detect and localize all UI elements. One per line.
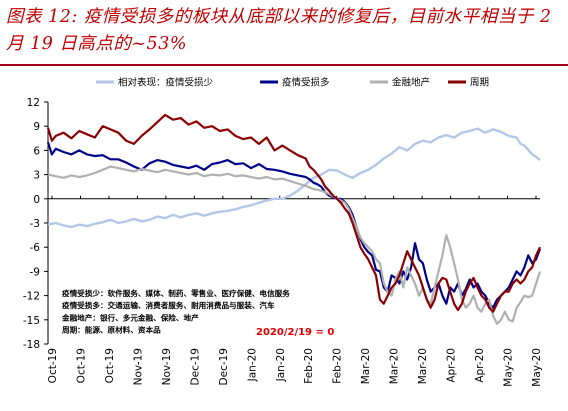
y-tick-label: 12	[27, 97, 40, 109]
series-line	[46, 141, 542, 309]
x-tick-label: Mar-20	[389, 348, 401, 384]
sector-note: 金融地产：银行、多元金融、保险、地产	[61, 312, 199, 322]
y-tick-label: -12	[23, 291, 40, 303]
y-tick-label: 0	[33, 194, 40, 206]
y-tick-label: -15	[23, 315, 40, 327]
legend-label: 周期	[470, 78, 489, 89]
y-tick-label: -6	[30, 242, 41, 254]
series-line	[47, 165, 542, 325]
chart-legend: 相对表现：疫情受损少 疫情受损多 金融地产 周期	[96, 77, 489, 89]
x-tick-label: Mar-20	[417, 348, 429, 384]
x-tick-label: Nov-19	[132, 348, 144, 385]
x-tick-label: Dec-19	[189, 348, 201, 385]
series-line	[46, 113, 541, 313]
sector-note: 周期：能源、原材料、资本品	[62, 325, 161, 335]
x-tick-label: May-20	[531, 348, 543, 387]
sector-note: 疫情受损少：软件服务、媒体、制药、零售业、医疗保健、电信服务	[62, 288, 290, 298]
x-tick-label: Apr-20	[446, 348, 458, 383]
line-chart: 相对表现：疫情受损少 疫情受损多 金融地产 周期 12 9 6 3 0 -3 -6 -9 -12 -15…	[23, 77, 543, 387]
y-tick-label: -9	[30, 266, 40, 278]
sector-note: 疫情受损多：交通运输、消费者服务、耐用消费品与服装、汽车	[62, 300, 275, 310]
x-axis: Oct-19 Oct-19 Oct-19 Nov-19 Nov-19 Dec-19 Dec-…	[47, 195, 543, 387]
legend-label: 相对表现：疫情受损少	[118, 77, 214, 89]
y-tick-label: -3	[30, 218, 40, 230]
x-tick-label: May-20	[503, 348, 515, 387]
x-tick-label: Apr-20	[474, 348, 486, 383]
x-tick-label: Feb-20	[332, 348, 344, 384]
baseline-annotation: 2020/2/19 = 0	[256, 327, 334, 338]
x-tick-label: Dec-19	[218, 348, 230, 385]
page-title: 图表 12: 疫情受损多的板块从底部以来的修复后，目前水平相当于 2 月 19 …	[6, 7, 552, 54]
x-tick-label: Oct-19	[104, 348, 116, 383]
x-tick-label: Oct-19	[75, 348, 87, 383]
y-tick-label: 9	[33, 121, 40, 133]
x-tick-label: Feb-20	[303, 348, 315, 384]
x-tick-label: Oct-19	[47, 348, 59, 383]
y-tick-label: 6	[33, 145, 40, 157]
series-line	[47, 127, 541, 229]
x-tick-label: Jan-20	[275, 348, 287, 382]
sector-notes: 疫情受损少：软件服务、媒体、制药、零售业、医疗保健、电信服务疫情受损多：交通运输…	[61, 288, 290, 335]
chart-series	[46, 113, 542, 325]
legend-label: 金融地产	[392, 77, 430, 89]
title-rule	[0, 64, 568, 66]
x-tick-label: Jan-20	[246, 348, 258, 382]
x-tick-label: Nov-19	[161, 348, 173, 385]
y-tick-label: -18	[23, 339, 40, 351]
legend-label: 疫情受损多	[282, 77, 330, 89]
y-axis: 12 9 6 3 0 -3 -6 -9 -12 -15 -18	[23, 97, 49, 351]
x-tick-label: Mar-20	[360, 348, 372, 384]
y-tick-label: 3	[33, 170, 40, 182]
